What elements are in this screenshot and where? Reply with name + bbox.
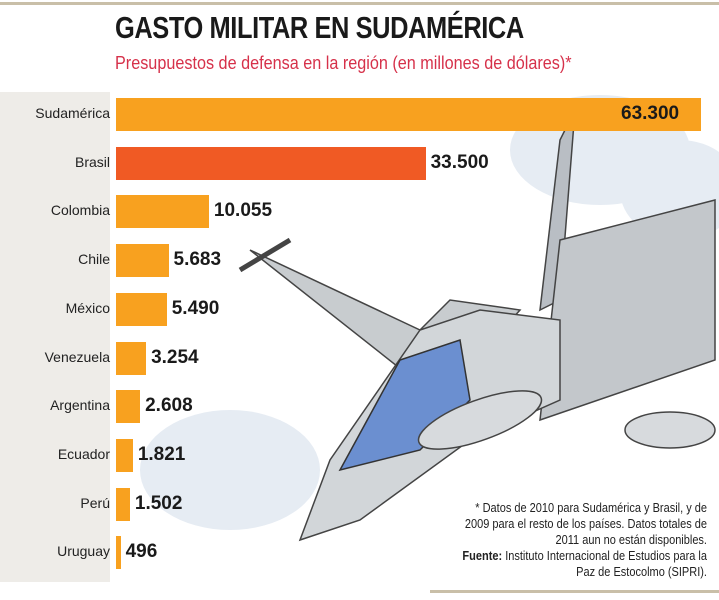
source-label: Fuente: (462, 549, 503, 563)
category-label: Argentina (50, 397, 110, 414)
data-label: 5.683 (173, 249, 222, 271)
bar (116, 390, 141, 424)
data-label: 33.500 (430, 151, 489, 173)
data-label: 3.254 (151, 346, 199, 368)
data-label: 63.300 (621, 103, 680, 124)
category-label: Chile (78, 251, 110, 268)
category-label: Brasil (74, 153, 110, 170)
data-label: 496 (125, 541, 158, 563)
category-label: Venezuela (44, 348, 110, 365)
category-label: Sudamérica (35, 105, 110, 121)
bar (116, 341, 147, 375)
category-label: Uruguay (57, 543, 110, 560)
label-column (0, 92, 110, 582)
chart-title: GASTO MILITAR EN SUDAMÉRICA (115, 10, 524, 45)
source-text: Instituto Internacional de Estudios para… (505, 549, 707, 579)
bar (116, 292, 167, 326)
category-label: México (65, 299, 110, 316)
chart-subtitle: Presupuestos de defensa en la región (en… (115, 53, 572, 73)
bar (116, 98, 701, 131)
bottom-rule (430, 590, 719, 593)
category-label: Ecuador (57, 445, 110, 462)
data-label: 1.502 (134, 492, 183, 514)
data-label: 2.608 (145, 395, 193, 417)
data-label: 5.490 (171, 297, 220, 319)
bar (116, 146, 426, 180)
category-label: Colombia (50, 202, 110, 219)
bar (116, 487, 130, 521)
bar (116, 438, 133, 472)
footnote: * Datos de 2010 para Sudamérica y Brasil… (452, 500, 707, 580)
category-label: Perú (80, 494, 110, 511)
data-label: 1.821 (137, 443, 186, 465)
bar (116, 195, 209, 229)
footnote-note: * Datos de 2010 para Sudamérica y Brasil… (464, 501, 707, 547)
bar (116, 244, 169, 278)
bar (116, 536, 121, 570)
data-label: 10.055 (213, 200, 273, 222)
top-rule (0, 2, 719, 5)
